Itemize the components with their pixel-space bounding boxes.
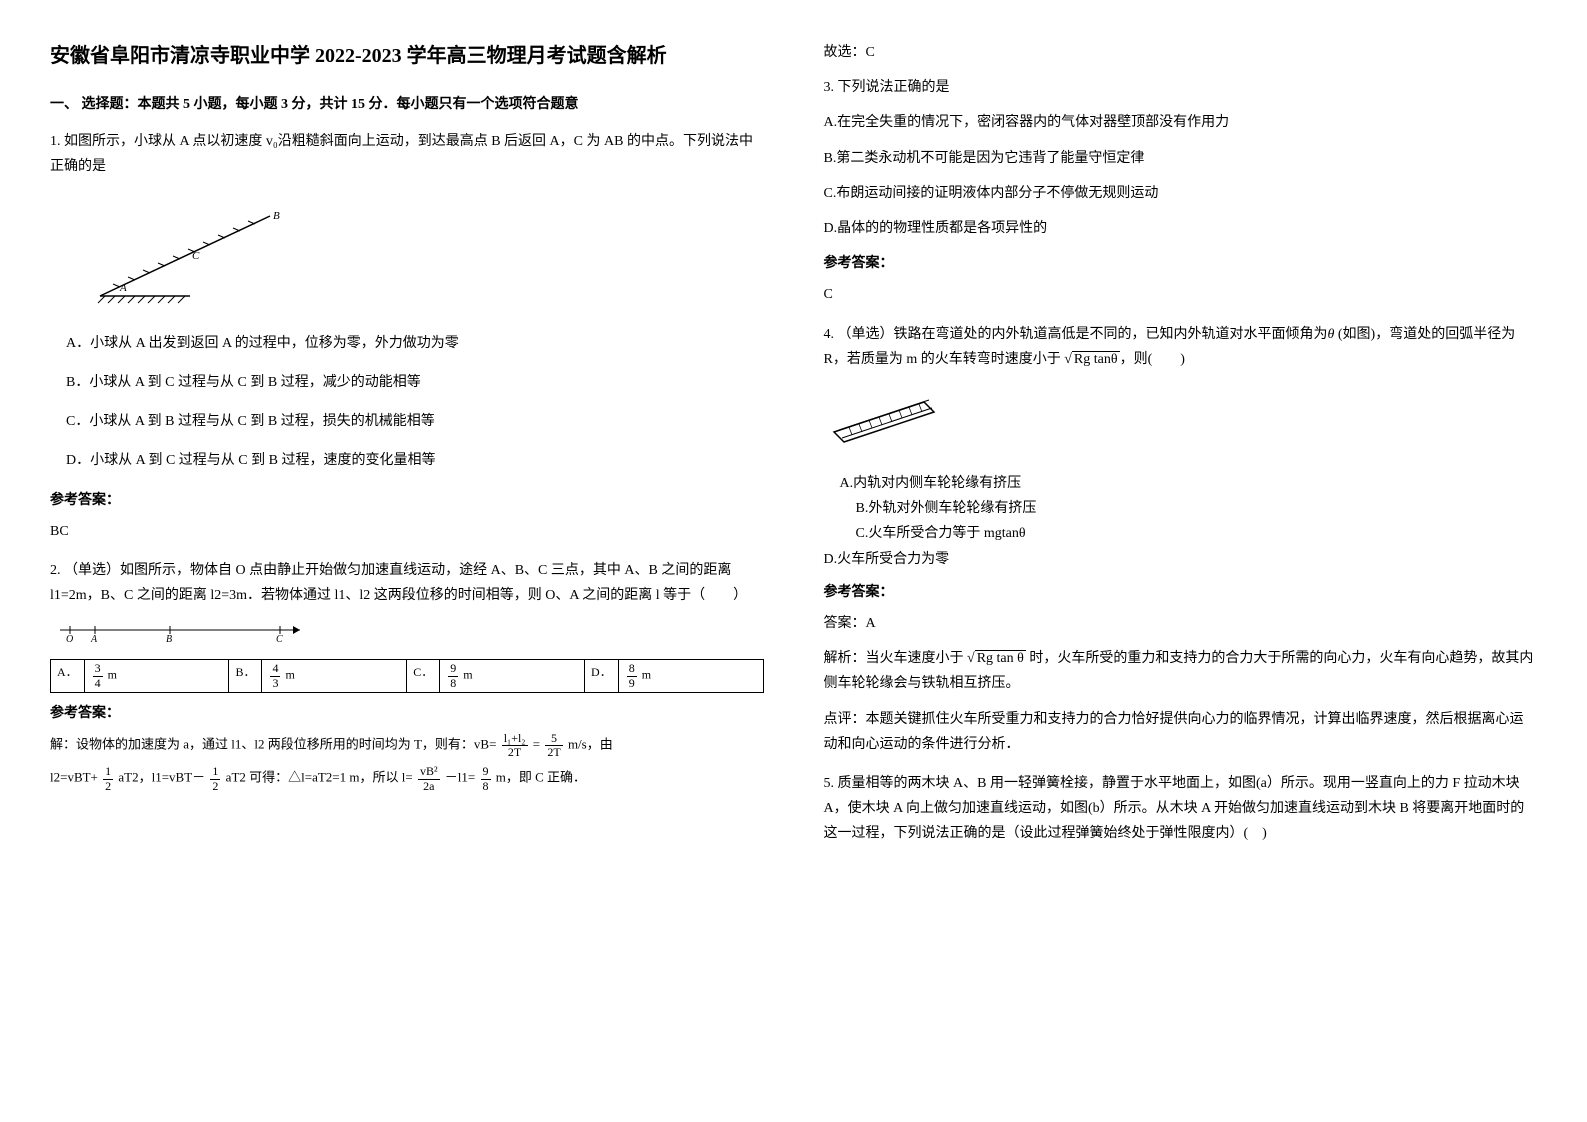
- document-title: 安徽省阜阳市清凉寺职业中学 2022-2023 学年高三物理月考试题含解析: [50, 40, 764, 72]
- cell-d-label: D．: [585, 660, 619, 692]
- q3-option-a: A.在完全失重的情况下，密闭容器内的气体对器壁顶部没有作用力: [824, 110, 1538, 135]
- cell-b-label: B．: [229, 660, 262, 692]
- q1-option-d: D．小球从 A 到 C 过程与从 C 到 B 过程，速度的变化量相等: [50, 448, 764, 473]
- q2-text: 2. （单选）如图所示，物体自 O 点由静止开始做匀加速直线运动，途经 A、B、…: [50, 558, 764, 608]
- table-row: A． 34 m B． 43 m C． 98 m D． 89 m: [51, 660, 764, 692]
- svg-text:B: B: [166, 634, 172, 642]
- cell-c-label: C．: [407, 660, 440, 692]
- q5-text: 5. 质量相等的两木块 A、B 用一轻弹簧栓接，静置于水平地面上，如图(a）所示…: [824, 771, 1538, 847]
- q4-comment: 点评：本题关键抓住火车所受重力和支持力的合力恰好提供向心力的临界情况，计算出临界…: [824, 707, 1538, 757]
- q1-answer-label: 参考答案：: [50, 488, 764, 513]
- svg-text:B: B: [273, 210, 280, 222]
- q2-solution-line2: l2=vBT+ 12 aT2，l1=vBT－ 12 aT2 可得：△l=aT2=…: [50, 765, 764, 792]
- cell-b-value: 43 m: [262, 660, 407, 692]
- q2-answer-label: 参考答案：: [50, 701, 764, 726]
- q4-option-c: C.火车所受合力等于 mgtanθ: [824, 521, 1538, 546]
- q1-text: 1. 如图所示，小球从 A 点以初速度 v₀沿粗糙斜面向上运动，到达最高点 B …: [50, 129, 764, 179]
- svg-text:O: O: [66, 634, 73, 642]
- q1-option-b: B．小球从 A 到 C 过程与从 C 到 B 过程，减少的动能相等: [50, 370, 764, 395]
- q2-conclusion: 故选：C: [824, 40, 1538, 65]
- q2-solution-line1: 解：设物体的加速度为 a，通过 l1、l2 两段位移所用的时间均为 T，则有：v…: [50, 732, 764, 759]
- question-2: 2. （单选）如图所示，物体自 O 点由静止开始做匀加速直线运动，途经 A、B、…: [50, 558, 764, 793]
- cell-c-value: 98 m: [440, 660, 585, 692]
- q4-analysis: 解析：当火车速度小于 √Rg tan θ 时，火车所受的重力和支持力的合力大于所…: [824, 646, 1538, 696]
- q4-text: 4. （单选）铁路在弯道处的内外轨道高低是不同的，已知内外轨道对水平面倾角为θ …: [824, 322, 1538, 372]
- section-header: 一、 选择题：本题共 5 小题，每小题 3 分，共计 15 分．每小题只有一个选…: [50, 92, 764, 117]
- svg-text:C: C: [276, 634, 283, 642]
- question-5: 5. 质量相等的两木块 A、B 用一轻弹簧栓接，静置于水平地面上，如图(a）所示…: [824, 771, 1538, 847]
- right-column: 故选：C 3. 下列说法正确的是 A.在完全失重的情况下，密闭容器内的气体对器壁…: [824, 40, 1538, 861]
- q4-option-a: A.内轨对内侧车轮轮缘有挤压: [824, 471, 1538, 496]
- q4-option-b: B.外轨对外侧车轮轮缘有挤压: [824, 496, 1538, 521]
- q3-answer: C: [824, 282, 1538, 307]
- q4-answer-label: 参考答案：: [824, 580, 1538, 605]
- q3-answer-label: 参考答案：: [824, 251, 1538, 276]
- cell-a-value: 34 m: [84, 660, 229, 692]
- q2-options-table: A． 34 m B． 43 m C． 98 m D． 89 m: [50, 659, 764, 692]
- svg-text:A: A: [119, 282, 127, 294]
- q1-option-c: C．小球从 A 到 B 过程与从 C 到 B 过程，损失的机械能相等: [50, 409, 764, 434]
- left-column: 安徽省阜阳市清凉寺职业中学 2022-2023 学年高三物理月考试题含解析 一、…: [50, 40, 764, 861]
- cell-d-value: 89 m: [618, 660, 763, 692]
- q3-option-b: B.第二类永动机不可能是因为它违背了能量守恒定律: [824, 146, 1538, 171]
- timeline-diagram: O A B C: [50, 618, 764, 651]
- question-1: 1. 如图所示，小球从 A 点以初速度 v₀沿粗糙斜面向上运动，到达最高点 B …: [50, 129, 764, 544]
- q1-answer: BC: [50, 519, 764, 544]
- question-4: 4. （单选）铁路在弯道处的内外轨道高低是不同的，已知内外轨道对水平面倾角为θ …: [824, 322, 1538, 757]
- svg-text:C: C: [192, 250, 200, 262]
- q3-option-d: D.晶体的的物理性质都是各项异性的: [824, 216, 1538, 241]
- q4-option-d: D.火车所受合力为零: [824, 547, 1538, 572]
- question-3: 3. 下列说法正确的是 A.在完全失重的情况下，密闭容器内的气体对器壁顶部没有作…: [824, 75, 1538, 307]
- rail-diagram: [824, 382, 1538, 461]
- inclined-plane-diagram: A C B: [90, 196, 764, 315]
- q3-text: 3. 下列说法正确的是: [824, 75, 1538, 100]
- cell-a-label: A．: [51, 660, 85, 692]
- svg-text:A: A: [90, 634, 98, 642]
- q4-answer: 答案：A: [824, 611, 1538, 636]
- q1-option-a: A．小球从 A 出发到返回 A 的过程中，位移为零，外力做功为零: [50, 331, 764, 356]
- q3-option-c: C.布朗运动间接的证明液体内部分子不停做无规则运动: [824, 181, 1538, 206]
